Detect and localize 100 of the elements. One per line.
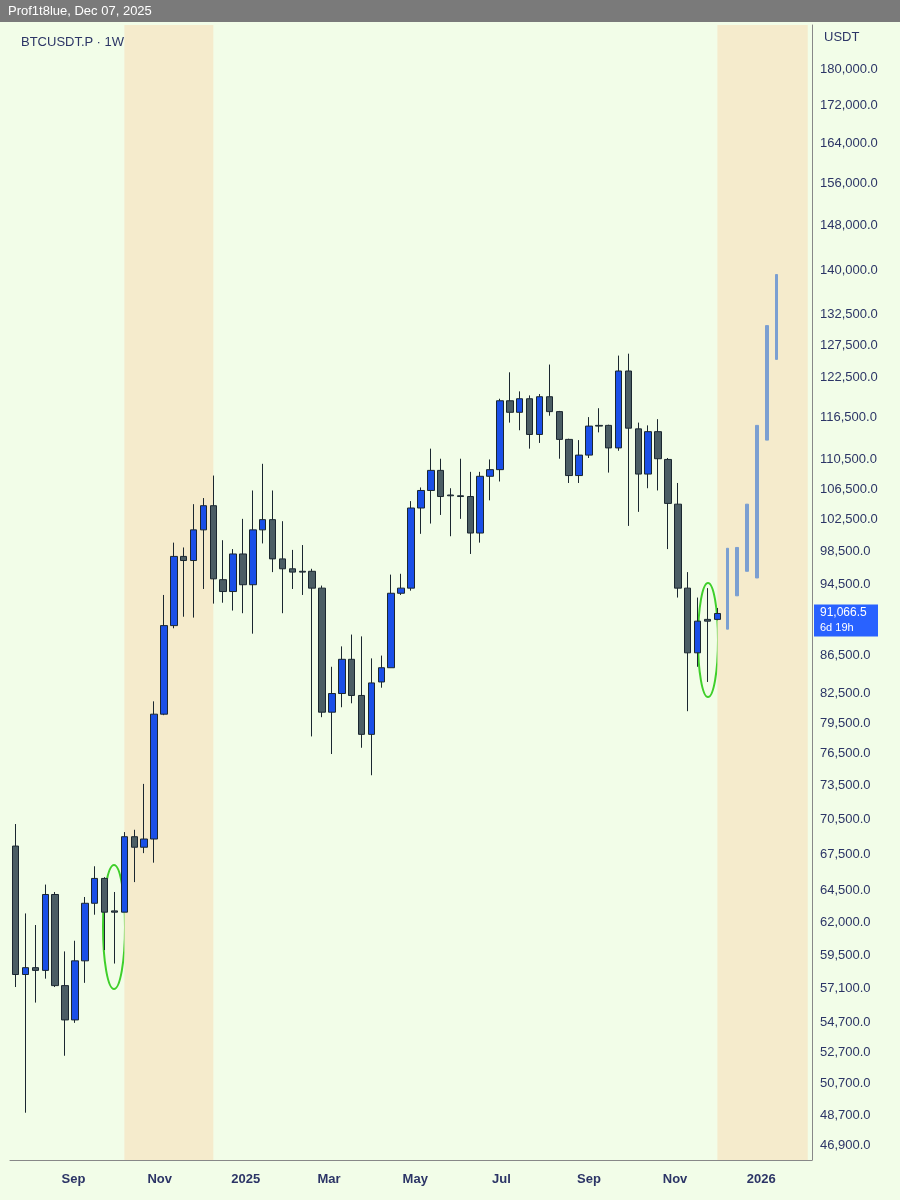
candlestick (684, 571, 691, 712)
candlestick (664, 457, 672, 550)
text: 6d 19h (820, 621, 854, 633)
candlestick (101, 876, 108, 951)
y-tick-label: 73,500.0 (820, 777, 871, 793)
candlestick (595, 407, 603, 433)
candlestick (318, 585, 326, 718)
candlestick (111, 891, 118, 965)
candlestick (397, 573, 405, 596)
y-tick-label: 116,500.0 (820, 408, 877, 424)
x-tick-label: Nov (147, 1171, 173, 1186)
y-tick-label: 62,000.0 (820, 913, 871, 929)
candlestick (765, 325, 769, 441)
candlestick (12, 823, 19, 988)
y-tick-label: 102,500.0 (820, 511, 878, 527)
candlestick (91, 865, 98, 916)
y-tick-label: 122,500.0 (820, 368, 878, 384)
candlestick (289, 549, 296, 590)
candlestick (131, 829, 138, 883)
y-axis-title: USDT (824, 29, 860, 44)
candlestick (121, 831, 128, 913)
candlestick (457, 458, 464, 520)
candlestick (417, 486, 425, 535)
candlestick (160, 594, 168, 716)
x-tick-label: 2025 (231, 1171, 261, 1186)
candlestick (22, 912, 29, 1114)
candlestick (219, 539, 227, 604)
x-tick-label: Sep (576, 1171, 601, 1186)
y-tick-label: 70,500.0 (820, 810, 871, 826)
y-tick-label: 140,000.0 (820, 261, 878, 277)
candlestick (71, 940, 79, 1024)
candlestick (694, 597, 701, 668)
candlestick (674, 482, 682, 599)
y-tick-label: 180,000.0 (820, 60, 878, 76)
candlestick (745, 503, 749, 572)
candlestick (526, 394, 533, 450)
y-tick-label: 156,000.0 (820, 175, 878, 191)
y-tick-label: 76,500.0 (820, 745, 871, 761)
candlestick (259, 463, 266, 544)
candlestick (150, 700, 158, 864)
x-tick-label: Jul (491, 1171, 511, 1186)
y-tick-label: 79,500.0 (820, 714, 871, 730)
candlestick (210, 475, 217, 605)
candlestick (546, 364, 553, 417)
text: Prof1t8lue, Dec 07, 2025 (0, 0, 900, 22)
y-tick-label: 64,500.0 (820, 882, 871, 898)
candlestick (714, 607, 721, 621)
candlestick (447, 487, 454, 537)
candlestick (775, 274, 778, 360)
candlestick (170, 542, 178, 629)
candlestick (42, 884, 49, 980)
candlestick (704, 587, 711, 683)
candlestick (368, 657, 375, 776)
candlestick (467, 471, 474, 555)
candlestick (654, 418, 662, 491)
y-tick-label: 86,500.0 (820, 647, 871, 663)
x-tick-label: May (402, 1171, 429, 1186)
candlestick (61, 950, 69, 1057)
candlestick (328, 666, 336, 755)
y-tick-label: 46,900.0 (820, 1136, 871, 1152)
candlestick (387, 574, 395, 669)
x-tick-label: Mar (317, 1171, 341, 1186)
y-tick-label: 50,700.0 (820, 1074, 871, 1090)
candlestick (407, 500, 415, 592)
candlestick (279, 520, 286, 614)
candlestick (299, 544, 306, 596)
y-tick-label: 106,500.0 (820, 480, 878, 496)
candlestick (437, 458, 444, 516)
y-tick-label: 94,500.0 (820, 576, 871, 592)
candlestick (496, 398, 504, 482)
candlestick (615, 355, 622, 452)
candlestick (556, 410, 563, 460)
text: 91,066.5 (820, 605, 868, 620)
candlestick (190, 503, 197, 619)
candlestick (180, 546, 187, 618)
x-tick-label: 2026 (746, 1171, 776, 1186)
candlestick (51, 891, 59, 988)
x-tick-label: Sep (61, 1171, 86, 1186)
candlestick (140, 783, 148, 854)
y-tick-label: 54,700.0 (820, 1013, 871, 1029)
candlestick (200, 497, 207, 590)
candlestick (585, 416, 593, 459)
candlestick (565, 438, 573, 484)
candlestick (249, 489, 257, 635)
candlestick (575, 439, 583, 484)
y-tick-label: 148,000.0 (820, 217, 878, 233)
candlestick (536, 393, 543, 444)
y-tick-label: 48,700.0 (820, 1106, 871, 1122)
candlestick (735, 546, 739, 597)
y-tick-label: 172,000.0 (820, 97, 878, 113)
candlestick (269, 489, 276, 573)
candlestick (81, 896, 89, 984)
y-tick-label: 127,500.0 (820, 336, 878, 352)
candlestick (378, 655, 385, 689)
candlestick (476, 471, 484, 544)
candlestick (32, 924, 39, 1004)
x-tick-label: Nov (662, 1171, 689, 1186)
candlestick (239, 518, 247, 614)
candlestick (338, 645, 346, 708)
y-tick-label: 57,100.0 (820, 979, 871, 995)
